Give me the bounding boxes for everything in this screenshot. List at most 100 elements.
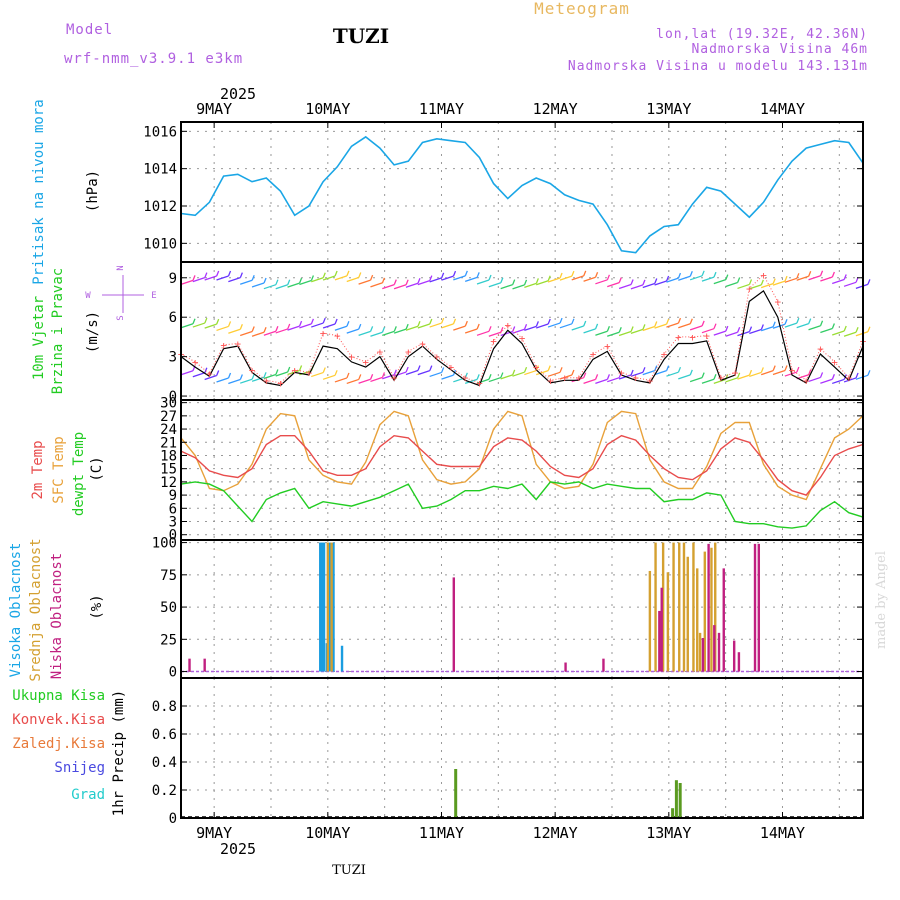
wind-barb-flag — [583, 320, 587, 327]
y-tick-label: 0 — [169, 811, 177, 827]
cloud-mid-title: Srednja Oblacnost — [28, 538, 44, 681]
cloud-bar — [602, 658, 605, 672]
precip-bar — [674, 780, 678, 818]
gust-point: + — [675, 331, 682, 344]
wind-barb-flag — [855, 372, 859, 379]
cloud-bar — [672, 542, 675, 672]
wind-barb-flag — [772, 365, 776, 371]
wind-barb-flag — [239, 272, 243, 278]
wind-barb-flag — [713, 271, 717, 278]
wind-barb-flag — [606, 274, 611, 281]
wind-barb-flag — [559, 367, 563, 373]
wind-barb — [524, 282, 537, 289]
wind-barb-flag — [334, 270, 338, 277]
wind-barb-flag — [405, 279, 409, 286]
legend-konvek: Konvek.Kisa — [12, 712, 105, 728]
y-tick-label: 27 — [160, 409, 177, 425]
wind-barb — [607, 331, 620, 337]
gust-point: + — [789, 364, 796, 377]
y-tick-label: 0.8 — [152, 699, 177, 715]
precip-bar — [678, 783, 682, 818]
wind-barb-flag — [512, 326, 516, 332]
wind-barb-flag — [381, 277, 386, 284]
wind-barb-flag — [239, 324, 243, 330]
precip-title: 1hr Precip (mm) — [111, 690, 127, 816]
wind-barb-flag — [737, 326, 741, 333]
day-label-bottom: 10MAY — [305, 824, 350, 842]
pressure-line — [180, 135, 864, 254]
wind-barb — [228, 276, 241, 283]
wind-barb-flag — [500, 327, 504, 333]
wind-barb-flag — [322, 317, 326, 324]
wind-barb — [583, 328, 596, 334]
wind-barb — [358, 330, 371, 337]
wind-gust-line — [180, 274, 864, 384]
year-bottom: 2025 — [220, 840, 256, 858]
gust-point: + — [291, 364, 298, 377]
legend-grad: Grad — [71, 787, 105, 803]
wind-barb — [382, 330, 395, 336]
wind-barb-flag — [666, 365, 670, 371]
gust-point: + — [320, 327, 327, 340]
watermark: made by Angel — [874, 551, 889, 649]
gust-point: + — [732, 366, 739, 379]
y-tick-label: 1016 — [143, 124, 177, 140]
y-tick-label: 9 — [169, 271, 177, 287]
wind-barb — [843, 281, 857, 287]
wind-barb-flag — [867, 370, 871, 376]
gust-point: + — [220, 339, 227, 352]
wind-barb-flag — [216, 370, 220, 376]
wind-barb — [630, 284, 644, 290]
wind-barb-flag — [381, 327, 386, 333]
gust-point: + — [718, 372, 725, 385]
gust-point: + — [760, 269, 767, 282]
wind-barb-flag — [867, 326, 871, 332]
cloud-bar — [698, 632, 702, 672]
wind-barb — [524, 369, 537, 376]
wind-barb — [666, 277, 679, 283]
wind-barb-flag — [571, 318, 575, 325]
cloud-bar — [188, 658, 191, 672]
wind-barb — [855, 374, 869, 380]
cloud-bar — [701, 638, 705, 672]
wind-barb-flag — [192, 275, 196, 281]
gust-point: + — [249, 364, 256, 377]
wind-barb-flag — [819, 270, 824, 277]
precip-bar — [454, 769, 458, 818]
wind-barb-flag — [642, 279, 646, 286]
gust-point: + — [774, 295, 781, 308]
wind-barb — [299, 279, 312, 286]
wind-barb — [500, 374, 513, 380]
wind-barb — [382, 284, 395, 290]
gust-point: + — [561, 372, 568, 385]
y-tick-label: 9 — [169, 488, 177, 504]
wind-barb-flag — [725, 325, 729, 332]
cloud-bar — [717, 632, 721, 672]
wind-barb-flag — [452, 270, 457, 277]
wind-barb-flag — [393, 279, 397, 285]
wind-barb — [796, 323, 809, 329]
dew-title: dewpt Temp — [71, 432, 87, 516]
y-tick-label: 75 — [160, 568, 177, 584]
cloud-bar — [757, 543, 761, 672]
wind-barb-flag — [843, 325, 847, 332]
wind-barb-flag — [642, 367, 646, 373]
gust-point: + — [462, 372, 469, 385]
wind-barb-flag — [405, 323, 409, 330]
wind-barb-flag — [630, 279, 634, 285]
cloud-bar — [658, 610, 661, 672]
wind-barb — [216, 325, 229, 332]
gust-point: + — [277, 377, 284, 390]
wind-barb — [275, 371, 288, 377]
y-tick-label: 25 — [160, 632, 177, 648]
wind-barb — [749, 284, 762, 290]
wind-barb-flag — [275, 326, 279, 332]
wind-barb-flag — [381, 372, 386, 378]
wind-barb — [393, 328, 407, 334]
wind-barb-flag — [251, 373, 255, 380]
wind-barb-flag — [500, 277, 504, 283]
precip-titles: Ukupna Kisa Konvek.Kisa Zaledj.Kisa Snij… — [12, 688, 127, 816]
wind-barb — [180, 370, 194, 376]
y-tick-label: 12 — [160, 475, 177, 491]
wind-barb-flag — [796, 273, 800, 279]
